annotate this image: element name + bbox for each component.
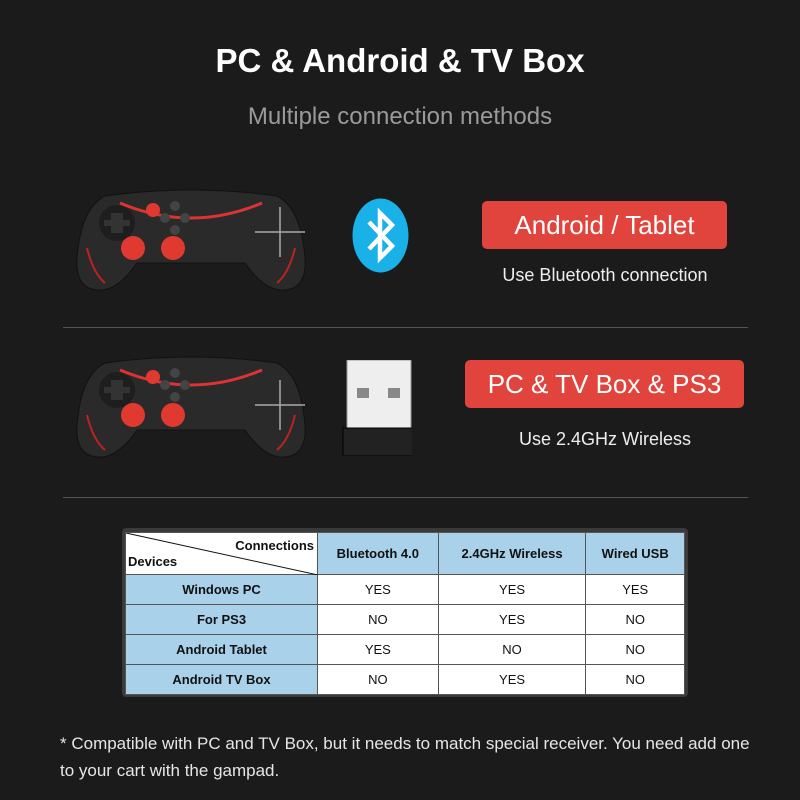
gamepad-icon — [76, 189, 306, 291]
table-cell: YES — [317, 574, 439, 605]
plus-icon — [255, 380, 305, 430]
table-cell: YES — [437, 604, 587, 635]
device-cell: Windows PC — [125, 574, 318, 605]
table-cell: NO — [317, 604, 439, 635]
table-row: For PS3 NO YES NO — [125, 604, 685, 635]
column-header: 2.4GHz Wireless — [437, 532, 587, 575]
divider — [63, 327, 748, 328]
page-subtitle: Multiple connection methods — [247, 103, 553, 130]
table-row: Windows PC YES YES YES — [125, 574, 685, 605]
table-row: Android TV Box NO YES NO — [125, 664, 685, 695]
corner-cell: Connections Devices — [125, 532, 318, 575]
device-cell: For PS3 — [125, 604, 318, 635]
bluetooth-caption: Use Bluetooth connection — [502, 265, 708, 285]
wireless-caption: Use 2.4GHz Wireless — [518, 429, 692, 449]
devices-label: Devices — [128, 554, 178, 569]
android-tablet-badge: Android / Tablet — [482, 201, 727, 249]
connections-label: Connections — [235, 538, 314, 553]
table-row: Android Tablet YES NO NO — [125, 634, 685, 665]
table-cell: YES — [437, 574, 587, 605]
table-cell: YES — [585, 574, 685, 605]
table-cell: NO — [585, 664, 685, 695]
table-cell: YES — [317, 634, 439, 665]
compatibility-table: Connections Devices Bluetooth 4.0 2.4GHz… — [122, 528, 688, 697]
table-cell: NO — [585, 634, 685, 665]
table-cell: YES — [437, 664, 587, 695]
bluetooth-icon — [352, 198, 409, 273]
column-header: Wired USB — [585, 532, 685, 575]
device-cell: Android Tablet — [125, 634, 318, 665]
column-header: Bluetooth 4.0 — [317, 532, 439, 575]
table-cell: NO — [437, 634, 587, 665]
divider — [63, 497, 748, 498]
table-cell: NO — [317, 664, 439, 695]
compatibility-note: * Compatible with PC and TV Box, but it … — [60, 734, 750, 780]
plus-icon — [255, 207, 305, 257]
table-cell: NO — [585, 604, 685, 635]
gamepad-icon — [76, 356, 306, 458]
pc-tvbox-ps3-badge: PC & TV Box & PS3 — [465, 360, 744, 408]
usb-dongle-icon — [342, 360, 412, 456]
device-cell: Android TV Box — [125, 664, 318, 695]
page-title: PC & Android & TV Box — [215, 42, 585, 79]
